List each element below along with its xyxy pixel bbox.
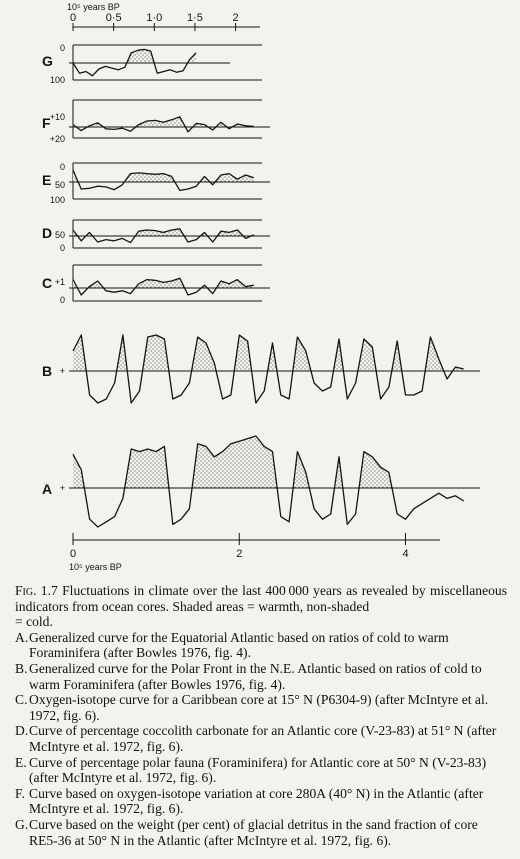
- bottom-time-axis: 0 2 4 10⁵ years BP: [69, 533, 440, 572]
- bottom-axis-tick-label: 2: [236, 548, 242, 560]
- top-axis-tick-label: 1·5: [187, 12, 203, 24]
- warm-shaded-area: [73, 116, 254, 127]
- caption-item-text: Curve of percentage coccolith carbonate …: [29, 723, 497, 754]
- panel-scale-label: +: [60, 483, 65, 493]
- caption-item: G. Curve based on the weight (per cent) o…: [15, 817, 507, 848]
- caption-intro: Fig. 1.7 Fluctuations in climate over th…: [15, 583, 507, 614]
- panel-scale-label: 0: [60, 162, 65, 172]
- warm-shaded-area: [73, 170, 254, 182]
- panel-scale-label: +: [60, 366, 65, 376]
- warm-shaded-area: [73, 278, 254, 288]
- caption-fig-label: Fig. 1.7: [15, 583, 58, 598]
- top-axis-tick-label: 1·0: [146, 12, 162, 24]
- climate-curve: [72, 116, 254, 133]
- panel-scale-label: 100: [50, 195, 65, 205]
- panel-scale-label: 100: [50, 75, 65, 85]
- caption-item-letter: A.: [15, 629, 29, 645]
- caption-item-text: Generalized curve for the Equatorial Atl…: [29, 629, 449, 661]
- caption-item-letter: E.: [15, 754, 27, 770]
- caption-item-letter: C.: [15, 692, 28, 708]
- panel-g: G0 100: [42, 43, 262, 85]
- caption-item-text: Oxygen-isotope curve for a Caribbean cor…: [29, 692, 489, 723]
- panel-label-e: E: [42, 172, 51, 188]
- caption-item: C. Oxygen-isotope curve for a Caribbean c…: [15, 692, 507, 723]
- panel-label-b: B: [42, 363, 52, 379]
- climate-curve: [72, 48, 197, 77]
- caption-item-letter: B.: [15, 660, 28, 676]
- caption-item-text: Curve of percentage polar fauna (Foramin…: [29, 754, 487, 786]
- panel-label-f: F: [42, 115, 51, 131]
- caption-item-letter: F.: [15, 785, 25, 801]
- panel-label-a: A: [42, 481, 52, 497]
- panel-scale-label: 0: [60, 43, 65, 53]
- caption-item-text: Curve based on oxygen-isotope variation …: [29, 785, 484, 817]
- panel-scale-label: 50: [55, 230, 65, 240]
- climate-curve: [72, 169, 255, 192]
- bottom-axis-tick-label: 4: [402, 548, 408, 560]
- panel-scale-label: +10: [50, 112, 65, 122]
- figure-caption: Fig. 1.7 Fluctuations in climate over th…: [15, 583, 507, 848]
- panel-scale-label: 0: [60, 295, 65, 305]
- bottom-axis-tick-label: 0: [70, 548, 76, 560]
- caption-item-letter: G.: [15, 816, 29, 832]
- caption-item: A. Generalized curve for the Equatorial A…: [15, 630, 507, 661]
- top-axis-unit: 10⁵ years BP: [67, 2, 120, 12]
- top-axis-tick-label: 0·5: [106, 12, 122, 24]
- panel-scale-label: +20: [50, 134, 65, 144]
- climate-curve: [72, 334, 464, 404]
- top-time-axis: 0 0·5 1·0 1·5 2 10⁵ years BP: [67, 2, 260, 31]
- panel-label-g: G: [42, 53, 53, 69]
- caption-text-end: = cold.: [15, 614, 53, 630]
- caption-item: D. Curve of percentage coccolith carbonat…: [15, 723, 507, 754]
- panel-label-c: C: [42, 275, 52, 291]
- caption-item: B. Generalized curve for the Polar Front …: [15, 661, 507, 692]
- caption-item: E. Curve of percentage polar fauna (Foram…: [15, 755, 507, 786]
- top-axis-tick-label: 2: [233, 12, 239, 24]
- panel-f: F +10 +20: [42, 99, 270, 144]
- caption-item-text: Curve based on the weight (per cent) of …: [29, 816, 478, 848]
- panel-e: E0 50 100: [42, 162, 270, 205]
- caption-items-list: A. Generalized curve for the Equatorial A…: [15, 630, 507, 848]
- panel-a: A +: [42, 435, 480, 528]
- top-axis-tick-label: 0: [70, 12, 76, 24]
- panel-b: B +: [42, 334, 480, 404]
- caption-item-letter: D.: [15, 723, 29, 739]
- caption-item: F. Curve based on oxygen-isotope variatio…: [15, 786, 507, 817]
- panel-d: D 50 0: [42, 219, 270, 253]
- warm-shaded-area: [73, 436, 464, 488]
- climate-curve: [72, 277, 254, 296]
- panel-scale-label: +1: [55, 277, 65, 287]
- caption-item-text: Generalized curve for the Polar Front in…: [29, 660, 482, 692]
- caption-text: Fluctuations in climate over the last 40…: [15, 583, 507, 614]
- panel-label-d: D: [42, 225, 52, 241]
- panel-scale-label: 50: [55, 180, 65, 190]
- warm-shaded-area: [73, 49, 197, 63]
- climate-curve: [72, 228, 255, 244]
- warm-shaded-area: [73, 335, 464, 371]
- panel-c: C +1 0: [42, 264, 270, 305]
- bottom-axis-unit: 10⁵ years BP: [69, 562, 122, 572]
- climate-curve: [72, 435, 465, 528]
- panel-scale-label: 0: [60, 243, 65, 253]
